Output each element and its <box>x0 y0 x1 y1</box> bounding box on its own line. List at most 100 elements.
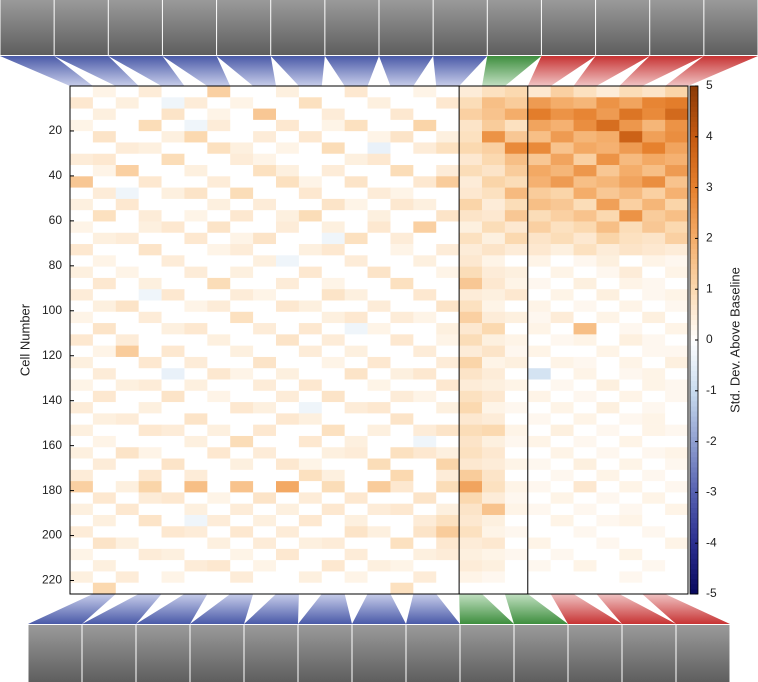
heatmap-cell <box>207 469 231 482</box>
heatmap-cell <box>596 311 620 324</box>
heatmap-cell <box>276 424 300 437</box>
heatmap-cell <box>527 334 551 346</box>
heatmap-cell <box>276 435 300 448</box>
heatmap-cell <box>527 232 551 245</box>
heatmap-cell <box>459 379 483 392</box>
heatmap-cell <box>413 142 437 155</box>
heatmap-cell <box>276 458 300 471</box>
heatmap-cell <box>298 277 323 290</box>
heatmap-cell <box>550 424 574 437</box>
heatmap-cell <box>413 571 437 584</box>
heatmap-cell <box>390 210 414 222</box>
heatmap-cell <box>276 560 300 572</box>
heatmap-cell <box>138 323 162 335</box>
heatmap-cell <box>642 469 666 482</box>
heatmap-cell <box>70 345 94 358</box>
heatmap-cell <box>321 131 345 143</box>
colorbar-segment <box>690 400 698 407</box>
heatmap-cell <box>115 277 139 290</box>
heatmap-cell <box>230 458 254 471</box>
connector <box>82 594 162 624</box>
heatmap-cell <box>184 514 208 527</box>
heatmap-cell <box>253 413 277 425</box>
heatmap-cell <box>207 447 231 459</box>
heatmap-cell <box>161 356 185 369</box>
heatmap-cell <box>92 119 117 132</box>
heatmap-cell <box>161 119 185 132</box>
heatmap-cell <box>92 142 117 155</box>
heatmap-cell <box>367 481 391 493</box>
heatmap-cell <box>161 402 185 414</box>
heatmap-cell <box>642 458 666 471</box>
heatmap-cell <box>413 266 437 279</box>
heatmap-cell <box>298 266 323 279</box>
heatmap-cell <box>642 571 666 584</box>
heatmap-cell <box>390 537 414 550</box>
colorbar-segment <box>690 299 698 305</box>
heatmap-cell <box>527 221 551 234</box>
heatmap-cell <box>596 176 620 188</box>
heatmap-cell <box>390 560 414 572</box>
heatmap-cell <box>413 176 437 188</box>
heatmap-cell <box>459 492 483 504</box>
heatmap-cell <box>436 198 460 211</box>
heatmap-cell <box>253 300 277 313</box>
heatmap-cell <box>253 266 277 279</box>
heatmap-cell <box>459 571 483 584</box>
heatmap-cell <box>573 582 597 595</box>
heatmap-cell <box>596 221 620 234</box>
heatmap-cell <box>642 492 666 504</box>
heatmap-cell <box>184 244 208 256</box>
heatmap-cell <box>276 277 300 290</box>
heatmap-cell <box>482 469 506 482</box>
heatmap-cell <box>298 119 323 132</box>
heatmap-cell <box>184 232 208 245</box>
colorbar-segment <box>690 126 698 133</box>
heatmap-cell <box>276 311 300 324</box>
heatmap-cell <box>207 244 231 256</box>
heatmap-cell <box>642 255 666 267</box>
heatmap-cell <box>459 255 483 267</box>
heatmap-cell <box>550 492 574 504</box>
heatmap-cell <box>642 97 666 109</box>
heatmap-cell <box>436 266 460 279</box>
heatmap-cell <box>115 435 139 448</box>
heatmap-cell <box>207 503 231 516</box>
heatmap-cell <box>161 311 185 324</box>
heatmap-cell <box>184 210 208 222</box>
heatmap-cell <box>367 582 391 595</box>
heatmap-cell <box>298 232 323 245</box>
heatmap-cell <box>459 356 483 369</box>
heatmap-cell <box>92 469 117 482</box>
heatmap-cell <box>436 97 460 109</box>
colorbar-segment <box>690 573 698 580</box>
heatmap-cell <box>596 108 620 121</box>
heatmap-cell <box>573 435 597 448</box>
heatmap-cell <box>527 537 551 550</box>
heatmap-cell <box>253 153 277 166</box>
colorbar-segment <box>690 340 698 346</box>
heatmap-cell <box>504 266 529 279</box>
heatmap-cell <box>482 345 506 358</box>
heatmap-cell <box>184 131 208 143</box>
heatmap-cell <box>321 537 345 550</box>
heatmap-cell <box>436 537 460 550</box>
heatmap-cell <box>161 277 185 290</box>
heatmap-cell <box>367 232 391 245</box>
heatmap-cell <box>184 560 208 572</box>
heatmap-cell <box>161 165 185 177</box>
stimulus-photo <box>162 0 217 55</box>
heatmap-cell <box>92 548 117 561</box>
heatmap-cell <box>619 368 643 380</box>
heatmap-cell <box>390 481 414 493</box>
heatmap-cell <box>550 187 574 200</box>
heatmap-cell <box>482 277 506 290</box>
heatmap-cell <box>642 176 666 188</box>
heatmap-cell <box>230 198 254 211</box>
heatmap-cell <box>642 537 666 550</box>
heatmap-cell <box>70 582 94 595</box>
heatmap-cell <box>253 277 277 290</box>
heatmap-cell <box>70 323 94 335</box>
heatmap-cell <box>298 368 323 380</box>
heatmap-cell <box>390 447 414 459</box>
